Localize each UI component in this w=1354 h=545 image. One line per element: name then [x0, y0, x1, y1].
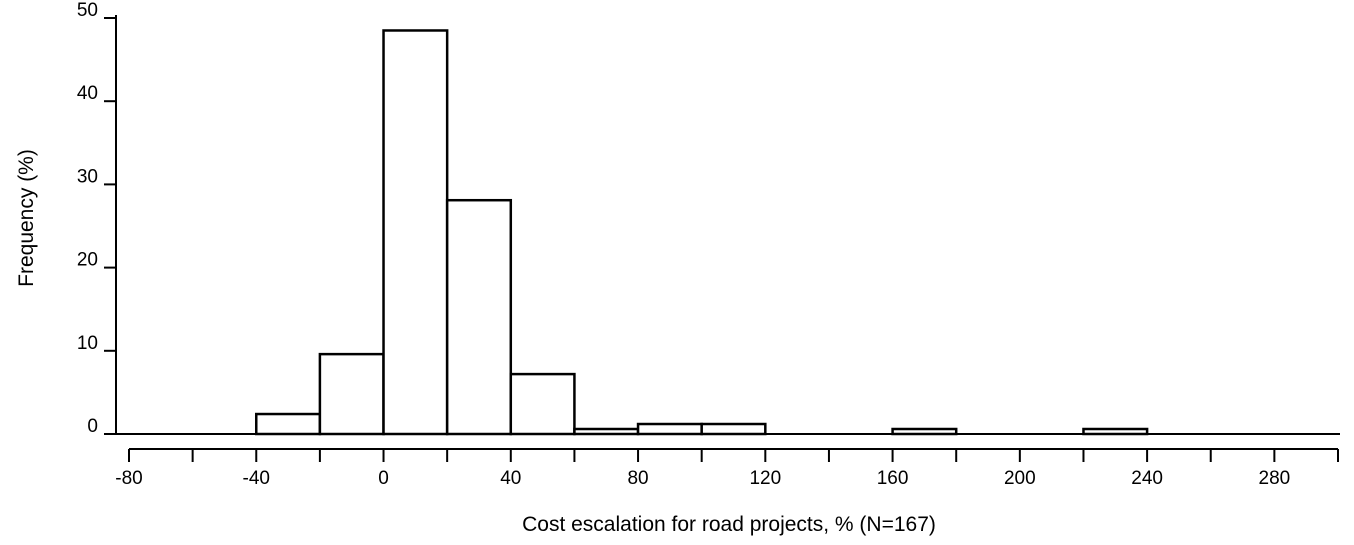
x-tick-label: 200: [1004, 468, 1036, 489]
histogram-bar: [255, 412, 322, 436]
y-tick-label: 30: [77, 166, 98, 187]
histogram-bar: [636, 422, 703, 436]
x-tick-label: 40: [500, 468, 521, 489]
x-tick-label: 0: [378, 468, 389, 489]
y-axis: 0 10 20 30 40 50: [77, 0, 116, 437]
x-axis-title: Cost escalation for road projects, % (N=…: [522, 513, 936, 536]
histogram-bar: [445, 198, 513, 436]
histogram-bar: [318, 352, 385, 436]
bars-layer: [255, 29, 1149, 436]
x-tick-label: 120: [749, 468, 781, 489]
x-tick-label: 240: [1131, 468, 1163, 489]
histogram-bar: [700, 422, 767, 436]
y-tick-label: 20: [77, 250, 98, 271]
histogram-bar: [509, 372, 576, 436]
x-tick-label: 160: [877, 468, 909, 489]
x-tick-label: -40: [243, 468, 270, 489]
histogram-bar: [382, 29, 449, 436]
y-tick-label: 40: [77, 83, 98, 104]
y-axis-title: Frequency (%): [15, 149, 38, 287]
y-tick-label: 50: [77, 0, 98, 21]
x-tick-label: 280: [1259, 468, 1291, 489]
x-tick-label: 80: [627, 468, 648, 489]
y-tick-label: 0: [87, 416, 98, 437]
x-axis: -80 -40 0 40 80 120 160 200 240 280: [115, 448, 1339, 489]
x-tick-label: -80: [115, 468, 142, 489]
y-tick-label: 10: [77, 333, 98, 354]
